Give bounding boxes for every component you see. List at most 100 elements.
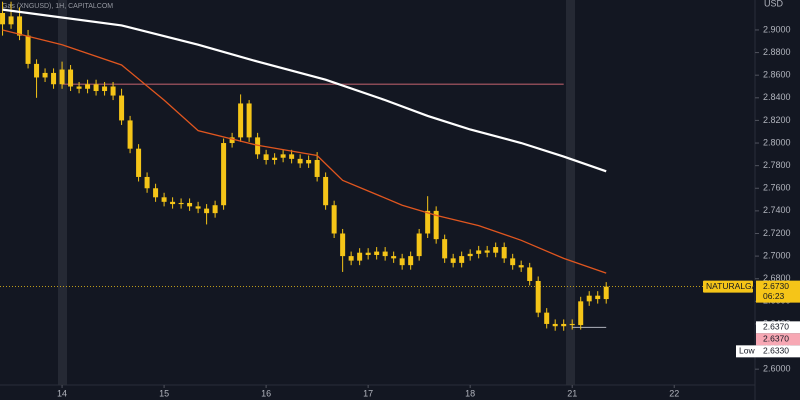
candle-body (119, 95, 125, 121)
y-tick-label: 2.8800 (763, 47, 791, 57)
y-tick-label: 2.8600 (763, 70, 791, 80)
candle-body (314, 159, 320, 177)
moving-average (2, 8, 607, 173)
x-tick-label: 15 (159, 388, 169, 398)
candle-body (238, 103, 244, 138)
y-tick-label: 2.7400 (763, 205, 791, 215)
y-tick-label: 2.7600 (763, 183, 791, 193)
candle-body (459, 256, 465, 263)
candle-body (85, 84, 91, 89)
y-tick-label: 2.8000 (763, 137, 791, 147)
price-marker-label: 2.6330 (763, 346, 789, 356)
last-price-name-box (703, 280, 753, 293)
candle-body (0, 13, 6, 25)
candle-body (595, 295, 601, 300)
candle-body (561, 323, 567, 327)
candle-body (76, 86, 82, 89)
countdown: 06:23 (763, 291, 785, 301)
last-price-label: 2.6730 (763, 281, 789, 291)
candle-body (221, 143, 227, 206)
candle-body (136, 148, 142, 177)
candle-body (187, 202, 193, 207)
candle-body (501, 247, 507, 259)
y-tick-label: 2.6800 (763, 273, 791, 283)
candle-body (161, 197, 167, 202)
candle-body (59, 69, 65, 85)
x-tick-label: 21 (567, 388, 577, 398)
candle-body (408, 256, 414, 266)
candle-body (297, 158, 303, 164)
candle-body (603, 286, 609, 300)
x-tick-label: 22 (669, 388, 679, 398)
candle-body (8, 16, 14, 25)
candle-body (144, 176, 150, 189)
candle-body (382, 251, 388, 257)
y-tick-label: 2.6000 (763, 364, 791, 374)
candle-body (25, 35, 31, 64)
candle-body (425, 210, 431, 234)
candle-body (306, 159, 312, 164)
candle-body (127, 120, 133, 149)
candle-body (484, 250, 490, 253)
candle-body (586, 295, 592, 302)
candle-body (450, 258, 456, 263)
candle-body (518, 265, 524, 268)
candle-body (535, 280, 541, 313)
y-tick-label: 2.8400 (763, 92, 791, 102)
candle-body (348, 256, 354, 261)
x-tick-label: 17 (363, 388, 373, 398)
candle-body (442, 239, 448, 259)
candle-body (272, 157, 278, 160)
candle-body (204, 208, 210, 214)
candle-body (42, 72, 48, 78)
last-price-box (756, 280, 800, 303)
session-band (58, 0, 67, 385)
y-tick-label: 2.8200 (763, 115, 791, 125)
candle-body (289, 154, 295, 159)
candle-body (246, 103, 252, 138)
candle-body (544, 312, 550, 324)
y-axis-label: USD (764, 0, 784, 8)
candle-body (552, 323, 558, 327)
price-marker-box (756, 345, 800, 358)
chart-title: Gas (XNGUSD), 1H, CAPITALCOM (2, 3, 113, 10)
candle-body (110, 86, 116, 96)
price-marker-box (756, 333, 800, 346)
candle-body (357, 252, 363, 261)
candle-body (178, 202, 184, 205)
candle-body (68, 69, 74, 87)
x-tick-label: 18 (465, 388, 475, 398)
candle-body (374, 251, 380, 255)
price-marker-name: Low (739, 346, 755, 356)
candle-body (153, 188, 159, 198)
candle-body (331, 205, 337, 234)
candle-body (195, 206, 201, 209)
x-tick-label: 16 (261, 388, 271, 398)
candle-body (34, 63, 40, 78)
candle-body (323, 176, 329, 206)
candle-body (493, 247, 499, 253)
candle-body (170, 201, 176, 205)
candle-body (433, 210, 439, 240)
price-marker-name-box (736, 345, 756, 358)
candle-body (340, 233, 346, 257)
candle-body (510, 258, 516, 266)
moving-average (2, 29, 607, 274)
candle-body (51, 72, 57, 85)
candle-body (93, 84, 99, 92)
x-tick-label: 14 (57, 388, 67, 398)
price-marker-label: 2.6370 (763, 322, 789, 332)
candle-body (416, 233, 422, 257)
candle-body (391, 256, 397, 259)
candle-body (229, 137, 235, 144)
candle-body (212, 205, 218, 214)
candle-body (578, 301, 584, 326)
candle-body (399, 258, 405, 266)
candle-body (476, 250, 482, 254)
y-tick-label: 2.7200 (763, 228, 791, 238)
last-price-name: NATURALGAS (706, 281, 763, 291)
candle-body (365, 252, 371, 255)
candle-body (280, 154, 286, 158)
